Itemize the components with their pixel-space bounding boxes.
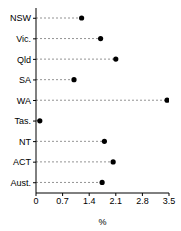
svg-text:Qld: Qld [17, 55, 31, 65]
svg-text:Aust.: Aust. [10, 178, 31, 188]
svg-text:NT: NT [19, 137, 31, 147]
svg-text:WA: WA [17, 96, 31, 106]
svg-text:%: % [98, 217, 106, 227]
svg-text:2.1: 2.1 [110, 196, 123, 206]
svg-text:1.4: 1.4 [83, 196, 96, 206]
svg-text:0: 0 [33, 196, 38, 206]
svg-text:Vic.: Vic. [16, 34, 31, 44]
svg-text:0.7: 0.7 [56, 196, 69, 206]
svg-text:SA: SA [19, 75, 31, 85]
svg-text:2.8: 2.8 [136, 196, 149, 206]
svg-text:NSW: NSW [10, 13, 32, 23]
svg-text:ACT: ACT [13, 157, 32, 167]
svg-text:Tas.: Tas. [14, 116, 31, 126]
svg-text:3.5: 3.5 [163, 196, 173, 206]
